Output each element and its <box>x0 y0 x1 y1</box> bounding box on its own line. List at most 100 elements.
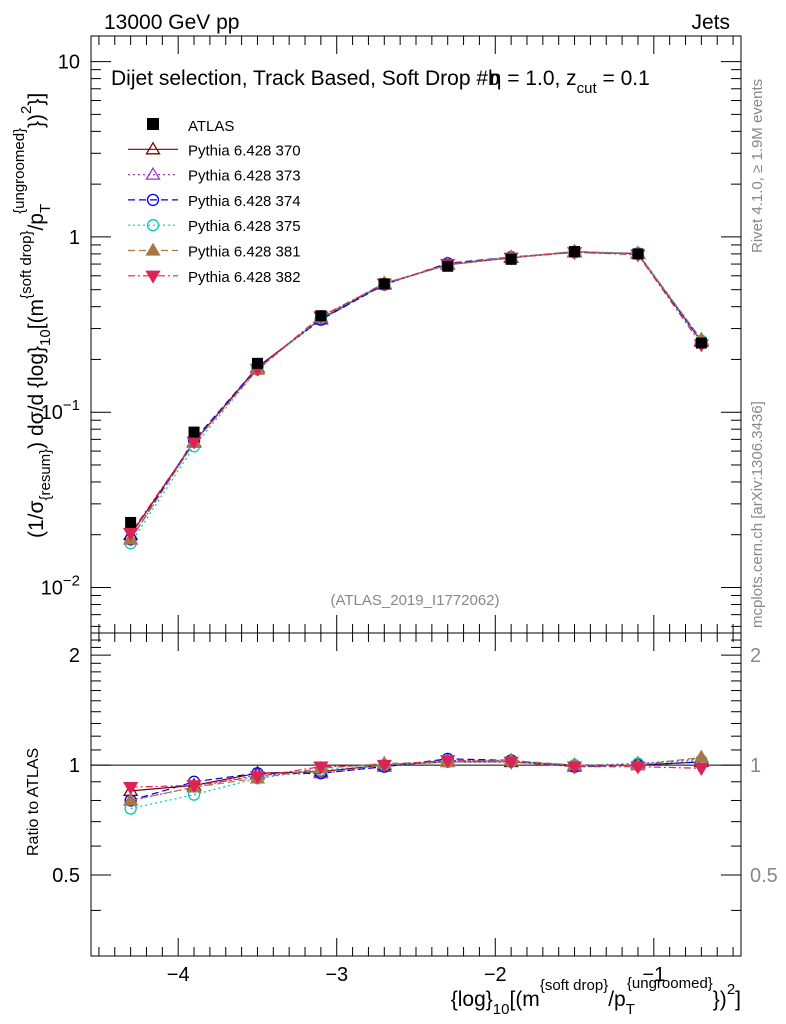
xlabel-p5: ] <box>735 988 741 1011</box>
series-point-ratio <box>693 749 710 763</box>
ratio-y-tick-label: 2 <box>69 645 80 667</box>
x-axis-label: {log}10[(m{soft drop}/pT {ungroomed}})2] <box>451 975 741 1018</box>
series-line-main <box>130 251 702 534</box>
ylabel-p4-sup: {ungroomed} <box>11 128 28 214</box>
collision-label: 13000 GeV pp <box>104 11 239 34</box>
ratio-y-tick-label: 1 <box>69 755 80 777</box>
series-point-ratio <box>122 782 139 795</box>
series-point-ratio <box>122 792 139 806</box>
plot-title-zsub: cut <box>577 80 598 97</box>
legend-marker <box>145 166 161 180</box>
series-point-ratio <box>376 759 392 773</box>
data-point <box>505 253 517 265</box>
series-point-ratio <box>249 771 266 785</box>
ratio-y-tick-label-right: 0.5 <box>750 865 778 887</box>
main-y-tick-label: 10−2 <box>41 572 80 599</box>
series-point-ratio <box>503 756 519 770</box>
main-y-tick-label: 10−1 <box>41 397 80 424</box>
ratio-y-tick-label-right: 1 <box>750 755 761 777</box>
ylabel-p4-sub: T <box>37 204 54 213</box>
ylabel-p3: [(m <box>25 299 48 329</box>
plot-title-text: Dijet selection, Track Based, Soft Drop … <box>111 67 500 90</box>
axis-ticks <box>91 36 741 957</box>
data-point <box>125 516 137 528</box>
rivet-label: Rivet 4.1.0, ≥ 1.9M events <box>749 79 766 253</box>
legend-marker <box>146 219 160 232</box>
xlabel-p1-sub: 10 <box>493 1001 510 1018</box>
series-point-ratio <box>630 761 646 775</box>
series-line-ratio <box>130 759 702 810</box>
legend-label: Pythia 6.428 381 <box>188 244 301 261</box>
ylabel-p2: ) dσ/d {log} <box>25 346 48 449</box>
legend-marker <box>145 270 161 284</box>
ylabel-p1: (1/σ <box>25 500 48 538</box>
legend-marker-atlas <box>147 118 159 130</box>
ylabel-p2-sub: 10 <box>37 329 54 346</box>
series-point-ratio <box>693 763 710 777</box>
series-line-main <box>130 250 702 544</box>
legend-label-atlas: ATLAS <box>188 118 234 135</box>
legend-label: Pythia 6.428 375 <box>188 218 301 235</box>
series-layer <box>122 243 710 815</box>
x-tick-label: −4 <box>167 964 190 986</box>
data-point <box>251 357 263 369</box>
ratio-y-tick-label-right: 2 <box>750 645 761 667</box>
data-series-atlas <box>125 246 707 528</box>
legend: ATLAS Pythia 6.428 370 Pythia 6.428 373 Pyt… <box>128 118 301 286</box>
data-point <box>695 337 707 349</box>
main-y-tick-base: 10 <box>41 402 63 424</box>
series-point-ratio <box>313 761 329 775</box>
main-y-tick-exponent: −1 <box>63 397 80 414</box>
x-tick-label: −2 <box>484 964 507 986</box>
data-point <box>569 246 581 258</box>
series-line-ratio <box>130 759 702 788</box>
mcplots-label: mcplots.cern.ch [arXiv:1306.3436] <box>749 401 766 628</box>
ylabel-p3-sup: {soft drop} <box>18 231 35 299</box>
plot-title-zrest: = 0.1 <box>597 67 650 90</box>
ylabel-p6: }] <box>25 93 48 106</box>
legend-marker <box>146 193 160 207</box>
data-point <box>188 426 200 438</box>
main-y-tick-exponent: −2 <box>63 572 80 589</box>
plot-title: Dijet selection, Track Based, Soft Drop … <box>111 67 650 97</box>
ylabel-p5: }) <box>25 114 48 128</box>
series-point-main <box>122 527 139 541</box>
x-tick-label: −1 <box>642 964 665 986</box>
series-point-ratio <box>566 761 583 775</box>
series-point-ratio <box>186 780 202 794</box>
data-point <box>632 248 644 260</box>
data-point <box>442 260 454 272</box>
legend-label: Pythia 6.428 374 <box>188 193 301 210</box>
xlabel-p2-sup: {soft drop} <box>540 977 608 994</box>
analysis-watermark: (ATLAS_2019_I1772062) <box>330 592 499 609</box>
series-point-ratio <box>440 755 456 769</box>
xlabel-p2: [(m <box>509 988 539 1011</box>
plot-title-eta: η = 1.0, z <box>490 67 577 90</box>
xlabel-p4-sup: 2 <box>727 981 735 998</box>
series-line-main <box>130 251 702 540</box>
legend-label: Pythia 6.428 370 <box>188 142 301 159</box>
data-point <box>315 310 327 322</box>
main-y-tick-label: 1 <box>69 227 80 249</box>
ylabel-p5-sup: 2 <box>18 106 35 114</box>
xlabel-p3: /p <box>608 988 626 1011</box>
legend-marker <box>145 141 161 155</box>
x-tick-label: −3 <box>325 964 348 986</box>
legend-label: Pythia 6.428 373 <box>188 168 301 185</box>
main-y-tick-label: 10 <box>58 52 80 74</box>
legend-label: Pythia 6.428 382 <box>188 269 301 286</box>
xlabel-p4: }) <box>713 988 727 1011</box>
data-point <box>378 278 390 290</box>
ratio-y-axis-label: Ratio to ATLAS <box>25 748 42 856</box>
ylabel-p1-sub: {resum} <box>37 449 54 501</box>
main-y-tick-base: 10 <box>41 577 63 599</box>
process-label: Jets <box>691 11 730 34</box>
xlabel-p3-sub: T <box>626 1001 635 1018</box>
ylabel-p4: /p <box>25 213 48 231</box>
xlabel-p1: {log} <box>451 988 493 1011</box>
xlabel-p3-sup: {ungroomed} <box>627 975 713 992</box>
main-y-axis-label: (1/σ{resum}) dσ/d {log}10[(m{soft drop}/… <box>11 93 54 538</box>
